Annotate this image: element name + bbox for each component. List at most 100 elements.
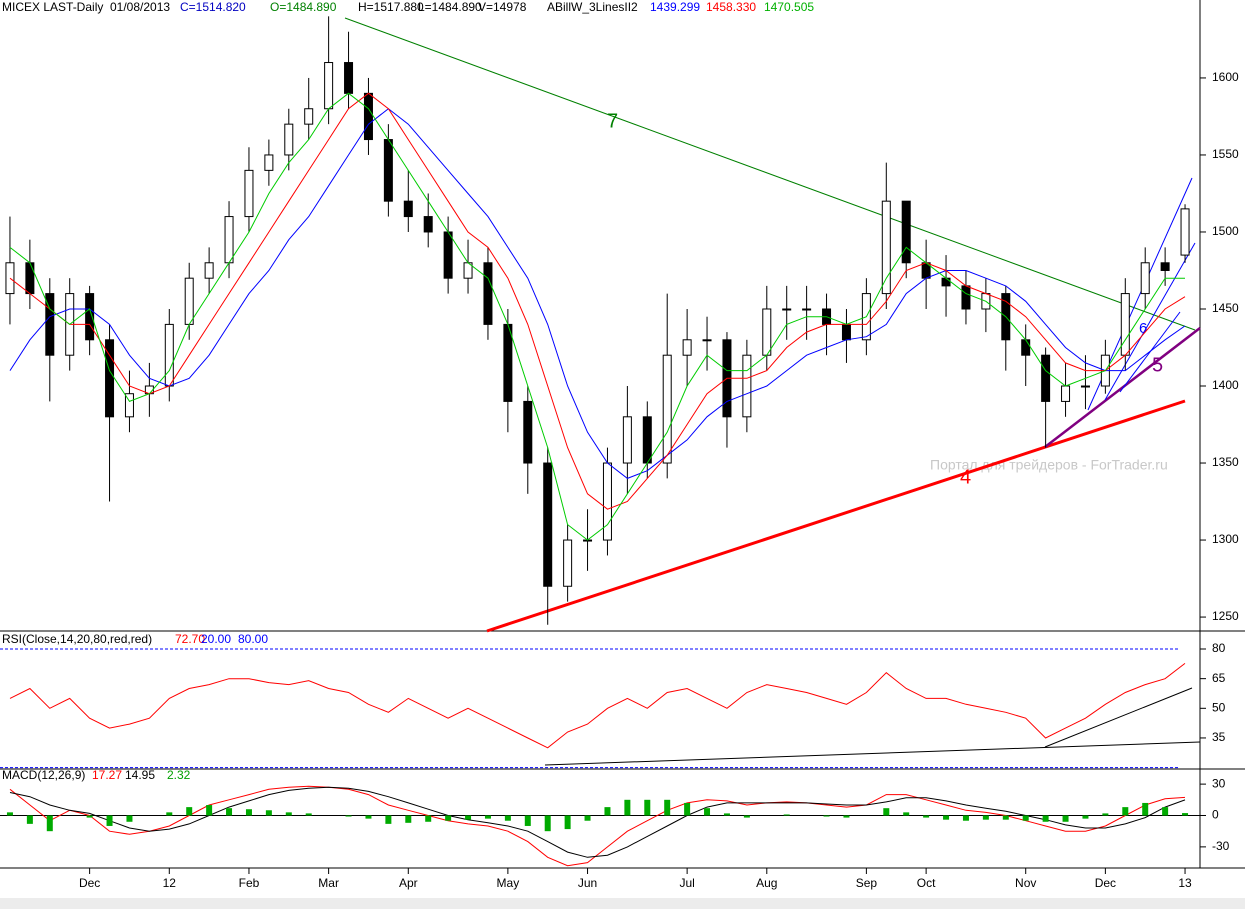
candle-body [45, 293, 55, 356]
candle-body [881, 200, 891, 295]
close: C=1514.820 [180, 0, 246, 14]
trend-line [344, 17, 1196, 331]
histogram-bar [385, 815, 392, 824]
candle-body [204, 262, 214, 279]
histogram-bar [465, 815, 472, 820]
y-tick-label: 35 [1212, 730, 1226, 744]
x-tick-label: Jul [679, 876, 694, 890]
candle-body [841, 323, 851, 341]
series-line [9, 786, 1186, 858]
x-tick-label: 13 [1178, 876, 1192, 890]
candle-body [105, 339, 115, 418]
x-tick-label: Sep [856, 876, 878, 890]
candle-body [762, 308, 772, 356]
histogram-bar [903, 812, 910, 816]
candle-body [782, 308, 792, 311]
candle-body [483, 262, 493, 325]
x-tick-label: Apr [399, 876, 418, 890]
y-tick-label: 1300 [1212, 532, 1239, 546]
histogram-bar [445, 815, 452, 821]
macd-value: 14.95 [125, 768, 155, 782]
x-tick-label: Mar [318, 876, 339, 890]
histogram-bar [564, 815, 571, 830]
histogram-bar [26, 815, 33, 824]
symbol: MICEX LAST-Daily [2, 0, 103, 14]
y-tick-label: 1350 [1212, 455, 1239, 469]
trend-line [1044, 327, 1201, 448]
candle-body [224, 216, 234, 264]
indicator: ABillW_3LinesII2 [547, 0, 638, 14]
y-tick-label: 1500 [1212, 224, 1239, 238]
candle-body [244, 169, 254, 218]
volume: V=14978 [478, 0, 527, 14]
rsi-title: RSI(Close,14,20,80,red,red) [2, 632, 152, 646]
histogram-bar [504, 815, 511, 821]
candle-body [1140, 262, 1150, 295]
histogram-bar [723, 813, 730, 816]
date: 01/08/2013 [110, 0, 170, 14]
candle-body [5, 262, 15, 295]
y-tick-label: 65 [1212, 671, 1226, 685]
histogram-bar [962, 815, 969, 821]
histogram-bar [226, 808, 233, 816]
histogram-bar [704, 808, 711, 816]
candle-body [662, 354, 672, 464]
histogram-bar [86, 815, 93, 818]
candle-body [1041, 354, 1051, 402]
y-tick-label: 1250 [1212, 609, 1239, 623]
candle-body [642, 416, 652, 464]
histogram-bar [584, 815, 591, 821]
annotation: 5 [1152, 354, 1163, 376]
macd-title: MACD(12,26,9) [2, 768, 85, 782]
candle-body [1080, 385, 1090, 388]
series-line [9, 785, 1186, 867]
histogram-bar [1062, 815, 1069, 822]
series-line [9, 108, 1186, 479]
candle-body [324, 62, 334, 110]
candle-body [622, 416, 632, 464]
rsi-value: 20.00 [201, 632, 231, 646]
histogram-bar [265, 810, 272, 816]
x-tick-label: May [497, 876, 520, 890]
header: MICEX LAST-Daily 01/08/2013 C=1514.820 O… [2, 0, 814, 782]
x-tick-label: Nov [1015, 876, 1036, 890]
histogram-bar [285, 812, 292, 816]
histogram-bar [206, 805, 213, 816]
candle-body [602, 462, 612, 541]
y-tick-label: 1550 [1212, 147, 1239, 161]
y-tick-label: 1450 [1212, 301, 1239, 315]
candle-body [403, 200, 413, 218]
candle-body [682, 339, 692, 356]
histogram-bar [1102, 813, 1109, 816]
histogram-bar [345, 815, 352, 817]
histogram-bar [524, 815, 531, 826]
high: H=1517.880 [358, 0, 424, 14]
rsi-value: 72.70 [175, 632, 205, 646]
y-tick-label: 1400 [1212, 378, 1239, 392]
y-tick-label: 50 [1212, 700, 1226, 714]
histogram-bar [743, 815, 750, 818]
histogram-bar [405, 815, 412, 823]
candle-body [124, 393, 134, 418]
indicator-value: 1470.505 [764, 0, 814, 14]
candle-body [423, 216, 433, 233]
histogram-bar [923, 815, 930, 818]
histogram-bar [943, 815, 950, 820]
histogram-bar [6, 812, 13, 816]
low: L=1484.890 [418, 0, 482, 14]
macd-value: 2.32 [167, 768, 191, 782]
annotation: 6 [1139, 320, 1147, 337]
histogram-bar [1142, 802, 1149, 816]
candle-body [264, 154, 274, 171]
series-line [9, 92, 1186, 510]
candle-body [503, 323, 513, 402]
trend-line [544, 741, 1201, 766]
trend-line [486, 399, 1186, 633]
candle-body [344, 62, 354, 94]
candle-body [1061, 385, 1071, 402]
x-tick-label: Feb [239, 876, 260, 890]
candle-body [1180, 208, 1190, 256]
histogram-bar [186, 807, 193, 816]
histogram-bar [365, 815, 372, 819]
candle-body [742, 354, 752, 418]
